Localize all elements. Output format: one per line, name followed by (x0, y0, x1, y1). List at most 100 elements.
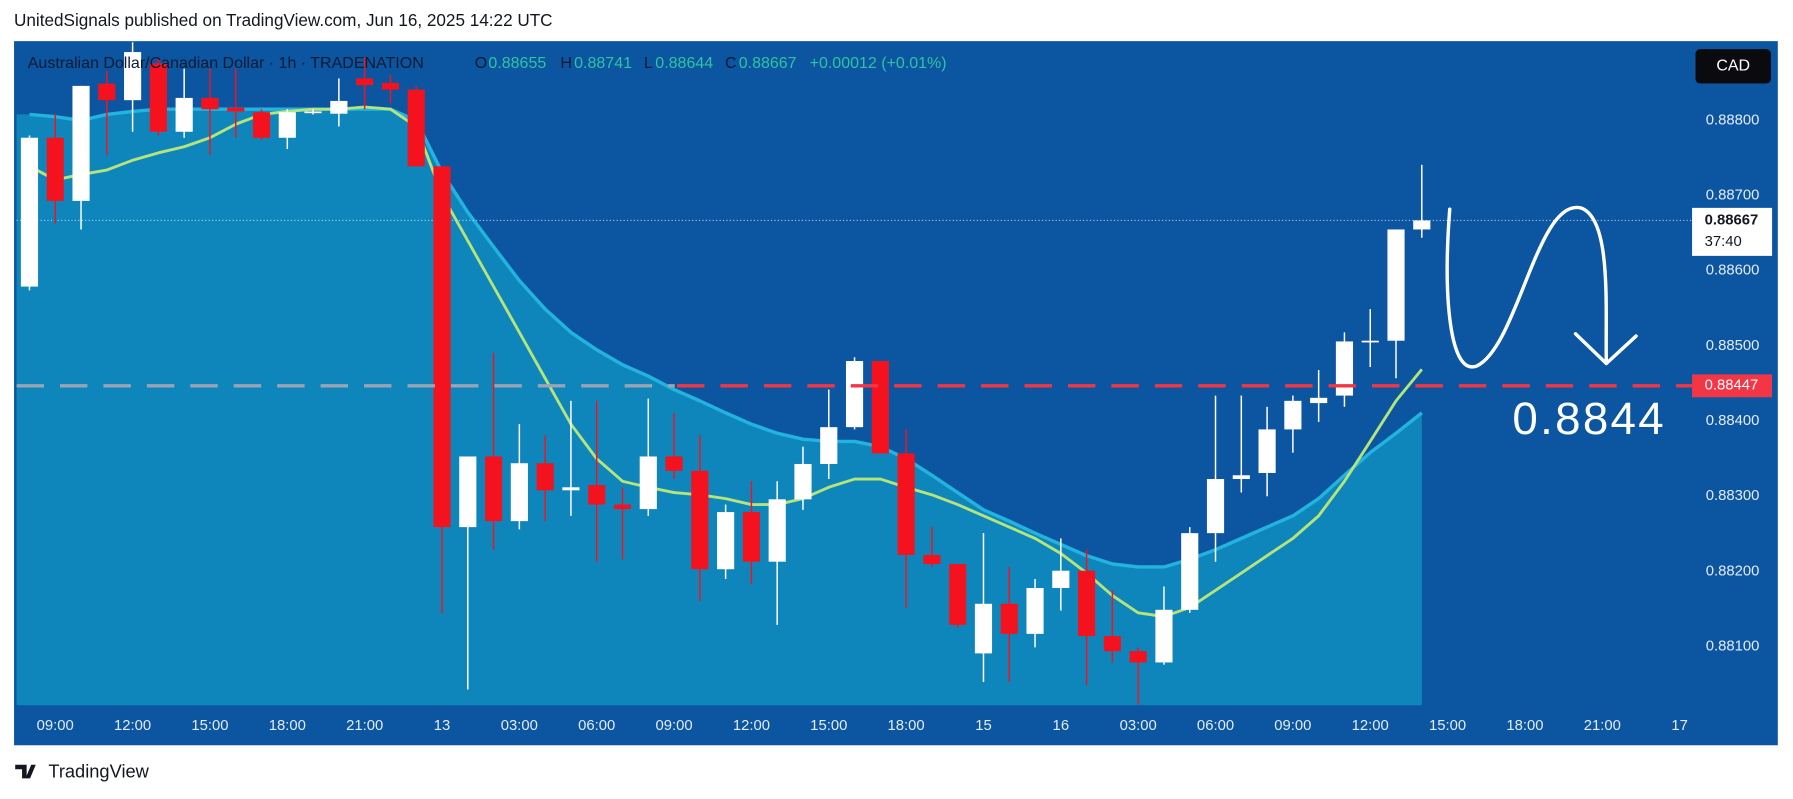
candle-body (1078, 570, 1096, 637)
candle-body (510, 463, 528, 522)
candle-body (381, 82, 400, 90)
candle-body (252, 112, 271, 138)
candle-body (485, 456, 503, 522)
candle-body (201, 97, 219, 110)
target-annotation: 0.8844 (1512, 393, 1666, 444)
x-tick-label: 09:00 (655, 718, 692, 734)
hand-drawn-arrow (1445, 205, 1638, 369)
candle-body (1181, 533, 1199, 610)
candle-body (871, 361, 889, 454)
candle-body (46, 137, 64, 201)
ohlc-value: 0.88655 (488, 55, 546, 72)
currency-badge (1695, 49, 1771, 84)
tradingview-logo: TradingView (15, 761, 150, 782)
candle-body (1000, 603, 1018, 634)
candle-body (820, 427, 838, 464)
candle-body (304, 111, 322, 114)
ohlc-value: 0.88667 (739, 55, 797, 72)
x-tick-label: 21:00 (346, 718, 383, 734)
candle-body (1052, 570, 1070, 589)
publish-header: UnitedSignals published on TradingView.c… (14, 10, 553, 30)
current-price-badge (1692, 207, 1773, 256)
candle-body (613, 504, 632, 510)
ma-area (16, 109, 1422, 706)
x-tick-label: 06:00 (578, 718, 615, 734)
x-tick-label: 15 (975, 718, 992, 734)
x-tick-label: 12:00 (1352, 718, 1389, 734)
ohlc-value: 0.88644 (655, 55, 713, 72)
candle-body (923, 554, 941, 564)
ohlc-value: 0.88741 (574, 55, 632, 72)
x-tick-label: 15:00 (810, 718, 847, 734)
x-tick-label: 13 (434, 718, 451, 734)
candle-body (1284, 400, 1302, 430)
candle-body (639, 456, 657, 510)
candle-body (717, 512, 735, 570)
candle-body (1155, 609, 1173, 663)
y-tick-label: 0.88400 (1706, 413, 1760, 429)
symbol-title: Australian Dollar/Canadian Dollar · 1h ·… (28, 55, 424, 72)
y-tick-label: 0.88800 (1706, 112, 1760, 128)
x-tick-label: 18:00 (888, 718, 925, 734)
candle-body (407, 89, 425, 167)
candle-body (1387, 229, 1405, 341)
x-tick-label: 15:00 (191, 718, 228, 734)
ohlc-key: C (725, 55, 737, 72)
candle-body (794, 463, 812, 500)
x-tick-label: 03:00 (1120, 718, 1157, 734)
candle-body (330, 100, 348, 114)
candle-body (278, 112, 296, 138)
x-tick-label: 09:00 (37, 718, 74, 734)
plot-area (16, 42, 1693, 706)
x-tick-label: 06:00 (1197, 718, 1234, 734)
candle-body (691, 470, 709, 570)
x-tick-label: 09:00 (1274, 718, 1311, 734)
candle-body (356, 78, 374, 86)
y-tick-label: 0.88500 (1706, 338, 1760, 354)
y-tick-label: 0.88200 (1706, 563, 1760, 579)
y-tick-label: 0.88100 (1706, 639, 1760, 655)
ohlc-key: H (560, 55, 572, 72)
y-tick-label: 0.88600 (1706, 263, 1760, 279)
x-tick-label: 03:00 (501, 718, 538, 734)
candle-body (1232, 475, 1250, 480)
candle-body (459, 456, 477, 528)
candle-body (149, 63, 167, 132)
candle-body (949, 563, 967, 625)
candle-body (227, 107, 245, 112)
candle-body (588, 485, 606, 505)
change-value: +0.00012 (+0.01%) (810, 55, 947, 72)
candle-body (98, 83, 116, 101)
x-tick-label: 12:00 (733, 718, 770, 734)
candle-body (742, 512, 760, 562)
x-tick-label: 12:00 (114, 718, 151, 734)
candle-body (562, 487, 580, 491)
x-tick-label: 21:00 (1584, 718, 1621, 734)
ohlc-key: L (644, 55, 653, 72)
candle-body (1310, 397, 1328, 404)
candle-body (72, 85, 90, 201)
ohlc-legend: O 0.88655 H 0.88741 L 0.88644 C 0.88667 … (475, 55, 947, 72)
candle-body (768, 499, 786, 562)
currency-label: CAD (1716, 58, 1750, 75)
candle-body (1258, 429, 1276, 474)
candle-body (124, 52, 142, 101)
candle-body (974, 603, 993, 654)
level-badge (1692, 374, 1773, 398)
candle-body (845, 361, 864, 428)
x-tick-label: 17 (1671, 718, 1688, 734)
candle-body (897, 453, 915, 555)
current-price-label: 0.88667 (1705, 212, 1759, 228)
candle-body (1103, 636, 1121, 652)
x-tick-label: 18:00 (1506, 718, 1543, 734)
candle-body (1206, 479, 1225, 534)
x-tick-label: 18:00 (269, 718, 306, 734)
footer-brand: TradingView (48, 761, 149, 782)
candle-body (1335, 341, 1354, 396)
candle-body (1361, 340, 1379, 343)
logo-mark (15, 764, 36, 779)
candle-body (665, 456, 683, 471)
candle-body (1129, 651, 1147, 663)
